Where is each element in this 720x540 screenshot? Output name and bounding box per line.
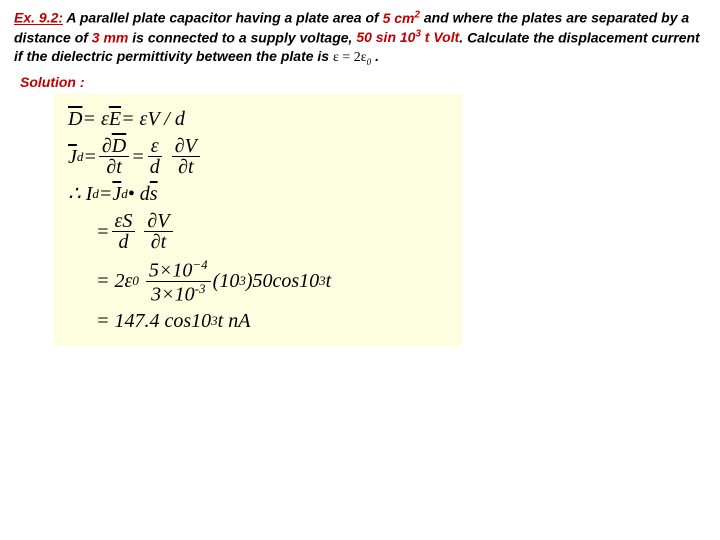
dt-den-3: ∂t: [148, 232, 169, 252]
permittivity-eq: ε = 2ε0: [333, 50, 371, 65]
slide-root: Ex. 9.2: A parallel plate capacitor havi…: [0, 0, 720, 354]
dt-den: ∂t: [103, 157, 124, 177]
perm-eq-text: ε = 2ε: [333, 50, 367, 65]
eq-line-5: = 2ε0 5×10−4 3×10-3 (103)50cos103t: [96, 258, 448, 304]
therefore-I: ∴ I: [68, 183, 92, 205]
den-3e-3: 3×10-3: [148, 282, 208, 305]
text-1: A parallel plate capacitor having a plat…: [63, 10, 383, 26]
d-den: d: [147, 157, 163, 177]
frac-dV-dt-2: ∂V ∂t: [144, 211, 172, 252]
eq2-eq1: =: [83, 146, 97, 168]
J-bar-2: J: [112, 183, 121, 205]
den-exp: -3: [195, 281, 206, 296]
frac-dD-dt: ∂D ∂t: [99, 136, 129, 177]
voltage-2: t Volt: [421, 29, 459, 45]
s-bar: s: [150, 183, 158, 205]
eq1-part1: = ε: [82, 108, 108, 130]
voltage-value: 50 sin 103 t Volt: [356, 29, 459, 45]
eq3-eq: =: [99, 183, 113, 205]
eq2-eq2: =: [131, 146, 145, 168]
dV-num-2: ∂V: [144, 211, 172, 232]
eps-num: ε: [148, 136, 162, 157]
D-bar: D: [68, 108, 82, 130]
eq5-2eps: = 2ε: [96, 270, 132, 292]
result-tail: t nA: [218, 310, 251, 332]
den-text: 3×10: [151, 283, 195, 305]
num-exp: −4: [192, 257, 207, 272]
area-num: 5 cm: [383, 10, 415, 26]
dt-den-2: ∂t: [175, 157, 196, 177]
J-letter-2: J: [112, 183, 121, 205]
equation-block: D = εE = εV / d Jd = ∂D ∂t = ε d ∂V ∂t ∴…: [54, 94, 462, 346]
result-text: = 147.4 cos10: [96, 310, 211, 332]
frac-epsS-d: εS d: [112, 211, 136, 252]
eq-line-1: D = εE = εV / d: [68, 108, 448, 130]
solution-label: Solution :: [20, 74, 706, 90]
frac-numbers: 5×10−4 3×10-3: [146, 258, 211, 304]
E-bar: E: [109, 108, 121, 130]
num-text: 5×10: [149, 260, 193, 282]
voltage-1: 50 sin 10: [356, 29, 415, 45]
distance-value: 3 mm: [92, 29, 129, 45]
num-5e-4: 5×10−4: [146, 258, 211, 282]
text-3: is connected to a supply voltage,: [128, 29, 356, 45]
eq1-part2: = εV / d: [121, 108, 185, 130]
frac-dV-dt: ∂V ∂t: [172, 136, 200, 177]
tail-50cos: )50cos10: [246, 270, 319, 292]
epsS-num: εS: [112, 211, 136, 232]
problem-statement: Ex. 9.2: A parallel plate capacitor havi…: [14, 8, 706, 68]
J-letter: J: [68, 146, 77, 168]
d-den-2: d: [115, 232, 131, 252]
area-value: 5 cm2: [383, 10, 420, 26]
eq-line-3: ∴ Id = Jd • ds: [68, 183, 448, 205]
frac-eps-d: ε d: [147, 136, 163, 177]
example-label: Ex. 9.2:: [14, 10, 63, 26]
tail-10: (10: [213, 270, 240, 292]
eq-line-4: = εS d ∂V ∂t: [96, 211, 448, 252]
eq4-eq: =: [96, 221, 110, 243]
J-bar: J: [68, 146, 77, 168]
D-bar-2: D: [112, 136, 126, 156]
eq-line-2: Jd = ∂D ∂t = ε d ∂V ∂t: [68, 136, 448, 177]
tail-t: t: [326, 270, 332, 292]
dD-num: ∂D: [99, 136, 129, 157]
dot-ds: • d: [128, 183, 150, 205]
text-5: .: [371, 48, 379, 64]
dV-num: ∂V: [172, 136, 200, 157]
partial-1: ∂: [102, 135, 112, 157]
eq-line-6: = 147.4 cos103t nA: [96, 310, 448, 332]
